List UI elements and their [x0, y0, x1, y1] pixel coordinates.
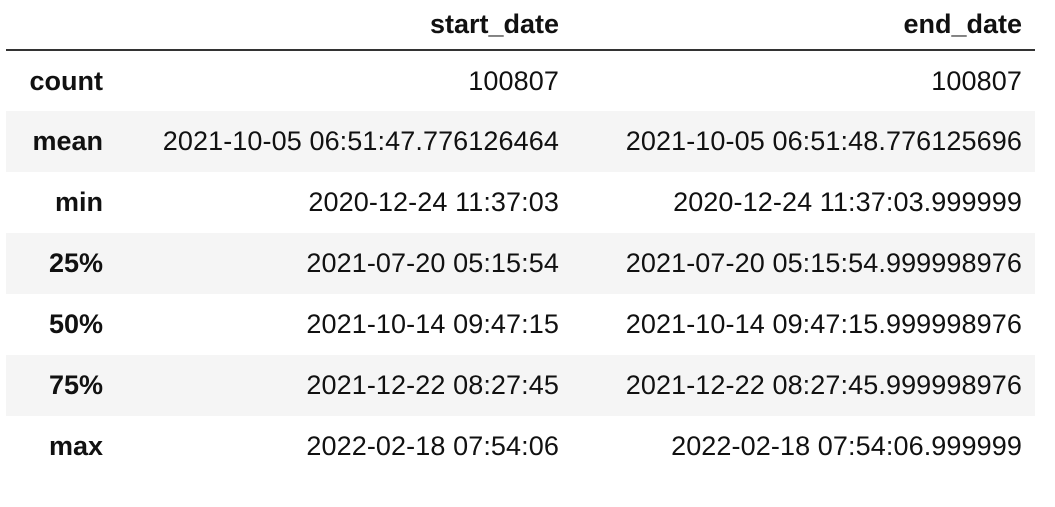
table-row-count: count 100807 100807: [6, 50, 1035, 111]
row-index-label: 75%: [48, 370, 103, 400]
start-date-cell: 2021-10-05 06:51:47.776126464: [162, 126, 559, 156]
start-date-cell: 100807: [468, 65, 559, 96]
end-date-cell: 2022-02-18 07:54:06.999999: [671, 431, 1022, 461]
end-date-cell: 100807: [931, 65, 1022, 96]
index-header: [6, 0, 116, 51]
table-row-max: max 2022-02-18 07:54:06 2022-02-18 07:54…: [6, 416, 1035, 477]
end-date-cell: 2020-12-24 11:37:03.999999: [673, 187, 1022, 217]
row-index-label: count: [29, 65, 104, 96]
table-row-75pct: 75% 2021-12-22 08:27:45 2021-12-22 08:27…: [6, 355, 1035, 416]
table-row-25pct: 25% 2021-07-20 05:15:54 2021-07-20 05:15…: [6, 233, 1035, 294]
header-row: start_date end_date: [6, 0, 1035, 51]
row-index-label: max: [48, 431, 103, 461]
row-index-label: min: [54, 187, 103, 217]
end-date-cell: 2021-12-22 08:27:45.999998976: [625, 370, 1022, 400]
start-date-cell: 2021-12-22 08:27:45: [306, 370, 559, 400]
row-index-label: 50%: [48, 309, 103, 339]
end-date-cell: 2021-07-20 05:15:54.999998976: [625, 248, 1022, 278]
dataframe-output: start_date end_date count 100807 100807 …: [6, 0, 1035, 477]
describe-table: start_date end_date count 100807 100807 …: [6, 0, 1035, 477]
column-header-start-date: start_date: [116, 0, 572, 51]
end-date-cell: 2021-10-14 09:47:15.999998976: [625, 309, 1022, 339]
start-date-cell: 2020-12-24 11:37:03: [308, 187, 559, 217]
end-date-cell: 2021-10-05 06:51:48.776125696: [625, 126, 1022, 156]
start-date-cell: 2022-02-18 07:54:06: [306, 431, 559, 461]
row-index-label: 25%: [48, 248, 103, 278]
start-date-cell: 2021-10-14 09:47:15: [306, 309, 559, 339]
start-date-cell: 2021-07-20 05:15:54: [306, 248, 559, 278]
table-row-50pct: 50% 2021-10-14 09:47:15 2021-10-14 09:47…: [6, 294, 1035, 355]
row-index-label: mean: [32, 126, 103, 156]
table-row-min: min 2020-12-24 11:37:03 2020-12-24 11:37…: [6, 172, 1035, 233]
column-header-end-date: end_date: [572, 0, 1035, 51]
table-row-mean: mean 2021-10-05 06:51:47.776126464 2021-…: [6, 111, 1035, 172]
